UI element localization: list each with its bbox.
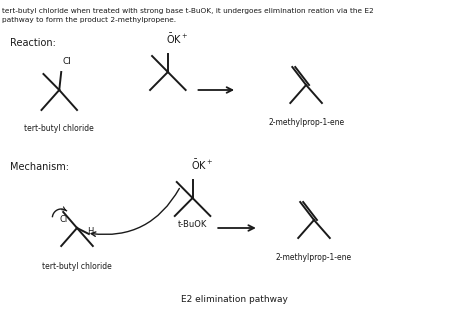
Text: E2 elimination pathway: E2 elimination pathway bbox=[181, 295, 287, 304]
Text: Reaction:: Reaction: bbox=[10, 38, 56, 48]
Text: Mechanism:: Mechanism: bbox=[10, 162, 69, 172]
Text: tert-butyl chloride: tert-butyl chloride bbox=[42, 262, 112, 271]
Text: $\bar{\mathrm{O}}$K$^+$: $\bar{\mathrm{O}}$K$^+$ bbox=[191, 158, 213, 172]
Text: tert-butyl chloride: tert-butyl chloride bbox=[24, 124, 94, 133]
Text: Cl: Cl bbox=[62, 57, 71, 66]
Text: 2-methylprop-1-ene: 2-methylprop-1-ene bbox=[268, 118, 344, 127]
Text: $\bar{\mathrm{O}}$K$^+$: $\bar{\mathrm{O}}$K$^+$ bbox=[166, 32, 188, 46]
Text: tert-butyl chloride when treated with strong base t-BuOK, it undergoes eliminati: tert-butyl chloride when treated with st… bbox=[2, 8, 374, 14]
Text: H: H bbox=[87, 228, 93, 236]
Text: pathway to form the product 2-methylpropene.: pathway to form the product 2-methylprop… bbox=[2, 17, 176, 23]
Text: 2-methylprop-1-ene: 2-methylprop-1-ene bbox=[276, 253, 352, 262]
Text: t-BuOK: t-BuOK bbox=[178, 220, 207, 229]
Text: Cl: Cl bbox=[59, 216, 67, 225]
